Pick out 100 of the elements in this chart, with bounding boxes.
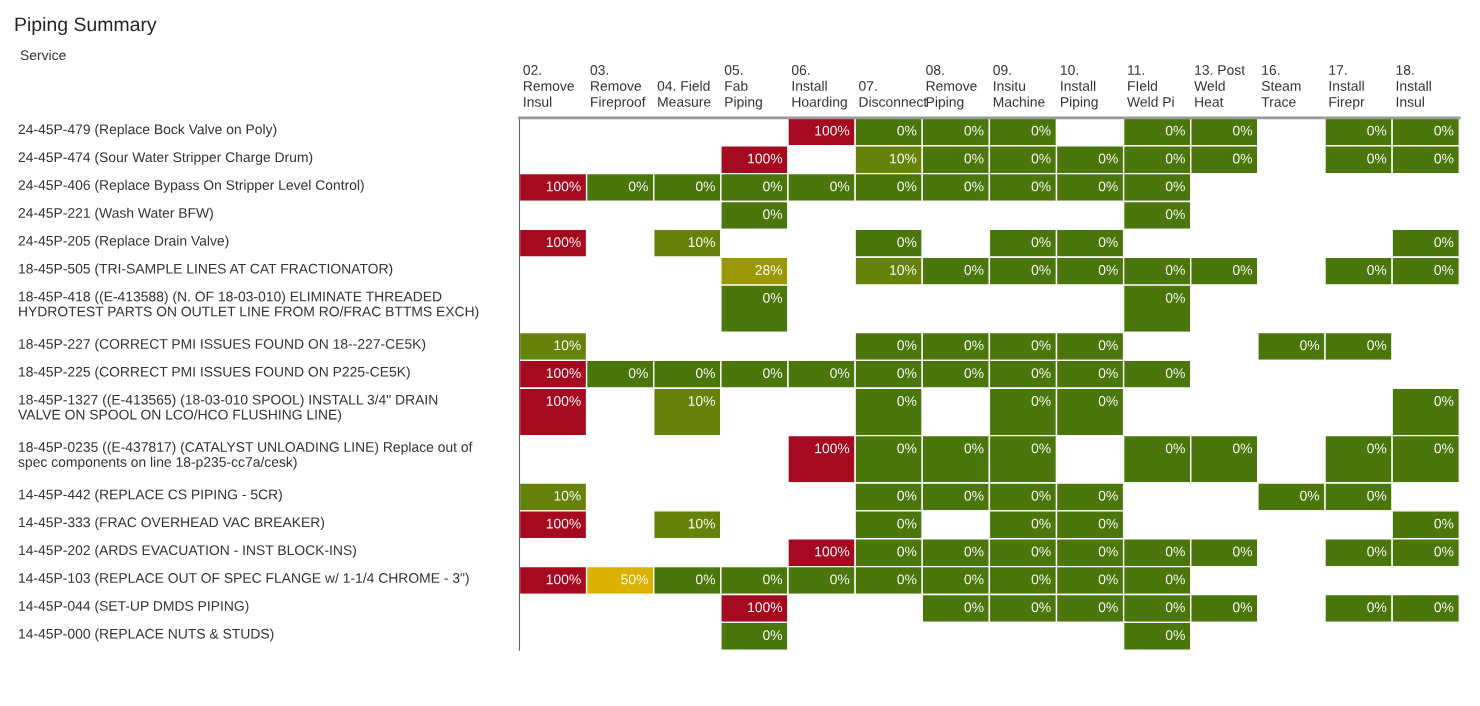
data-label: 0% <box>1165 630 1185 641</box>
data-label: 0% <box>1165 368 1185 379</box>
data-label: 0% <box>763 209 783 220</box>
data-label: 0% <box>1098 602 1118 613</box>
x-tick-label: 18. Install Insul <box>1396 65 1431 107</box>
y-tick-label: 18-45P-0235 ((E-437817) (CATALYST UNLOADING LINE) Replace out of spec components on line 18-p235-cc7a/cesk) <box>18 441 473 470</box>
data-label: 0% <box>897 443 917 454</box>
data-label: 0% <box>1165 265 1185 275</box>
data-label: 0% <box>964 368 984 379</box>
data-label: 0% <box>1098 368 1118 379</box>
data-label: 10% <box>688 518 715 529</box>
data-label: 0% <box>1098 153 1118 164</box>
data-label: 0% <box>964 153 984 164</box>
data-label: 0% <box>1031 153 1051 164</box>
y-tick-label: 24-45P-474 (Sour Water Stripper Charge Drum) <box>18 151 313 165</box>
data-label: 28% <box>755 265 783 275</box>
x-tick-label: 10. Install Piping <box>1060 65 1098 110</box>
data-label: 0% <box>1434 237 1454 248</box>
data-label: 10% <box>890 153 917 164</box>
y-tick-label: 18-45P-227 (CORRECT PMI ISSUES FOUND ON 18--227-CE5K) <box>19 338 426 352</box>
data-label: 0% <box>897 181 917 192</box>
y-tick-label: 14-45P-333 (FRAC OVERHEAD VAC BREAKER) <box>19 517 325 530</box>
data-label: 0% <box>1367 340 1387 351</box>
data-label: 0% <box>1367 490 1387 501</box>
data-label: 50% <box>621 574 648 585</box>
y-tick-label: 24-45P-479 (Replace Bock Valve on Poly) <box>18 124 277 137</box>
data-label: 0% <box>1367 602 1387 613</box>
data-label: 0% <box>1232 125 1253 136</box>
data-label: 100% <box>546 181 581 192</box>
data-label: 0% <box>1232 602 1253 613</box>
data-label: 100% <box>815 546 850 557</box>
data-label: 0% <box>964 490 984 501</box>
data-label: 100% <box>546 518 581 529</box>
data-label: 0% <box>763 181 783 192</box>
data-label: 0% <box>897 125 917 136</box>
y-tick-label: 24-45P-406 (Replace Bypass On Stripper Level Control) <box>18 179 364 193</box>
data-label: 0% <box>763 574 783 585</box>
data-label: 0% <box>1031 518 1051 529</box>
data-label: 0% <box>964 181 984 192</box>
y-tick-label: 14-45P-202 (ARDS EVACUATION - INST BLOCK-INS) <box>19 544 356 558</box>
y-tick-label: 14-45P-103 (REPLACE OUT OF SPEC FLANGE w/ 1-1/4 CHROME - 3") <box>19 572 469 586</box>
data-label: 0% <box>897 237 917 248</box>
x-tick-label: 11. FIeld Weld Pi <box>1127 65 1174 107</box>
data-label: 10% <box>554 490 581 501</box>
data-label: 0% <box>1031 490 1051 501</box>
data-label: 100% <box>815 443 850 454</box>
data-label: 0% <box>964 340 984 351</box>
data-label: 100% <box>546 574 581 585</box>
data-label: 0% <box>1165 125 1185 136</box>
y-axis-title: Service <box>20 49 66 61</box>
data-label: 0% <box>1434 125 1454 136</box>
y-tick-label: 14-45P-000 (REPLACE NUTS & STUDS) <box>19 628 274 642</box>
data-label: 0% <box>1232 546 1253 557</box>
data-label: 0% <box>1165 181 1185 192</box>
data-label: 0% <box>1098 546 1118 557</box>
data-label: 100% <box>546 368 581 379</box>
data-label: 10% <box>890 265 917 275</box>
data-label: 0% <box>1434 443 1454 454</box>
data-label: 0% <box>1434 518 1454 529</box>
data-label: 0% <box>1300 490 1320 501</box>
y-tick-label: 18-45P-418 ((E-413588) (N. OF 18-03-010) ELIMINATE THREADED HYDROTEST PARTS ON OUTLET LINE FROM RO/FRAC BTTMS EXCH) <box>19 291 479 320</box>
data-label: 0% <box>1098 181 1118 192</box>
data-label: 0% <box>1367 546 1387 557</box>
data-label: 10% <box>554 340 581 351</box>
data-label: 0% <box>1165 574 1185 585</box>
data-label: 100% <box>546 237 581 248</box>
data-label: 0% <box>1031 340 1051 351</box>
data-label: 0% <box>1434 153 1454 164</box>
x-tick-label: 06. Install Hoarding <box>791 65 847 110</box>
data-label: 0% <box>1031 237 1051 248</box>
data-label: 0% <box>695 574 715 585</box>
y-tick-label: 14-45P-044 (SET-UP DMDS PIPING) <box>19 600 249 614</box>
data-label: 0% <box>1031 443 1051 454</box>
y-tick-label: 24-45P-221 (Wash Water BFW) <box>18 207 213 221</box>
data-label: 0% <box>1098 518 1118 529</box>
data-label: 0% <box>1031 265 1051 275</box>
data-label: 0% <box>1098 490 1118 501</box>
x-tick-label: 17. Install Firepr <box>1329 65 1365 110</box>
data-label: 0% <box>830 574 850 585</box>
data-label: 0% <box>964 443 984 454</box>
data-label: 0% <box>1031 546 1051 557</box>
data-label: 0% <box>1367 125 1387 136</box>
x-tick-label: 05. Fab Piping <box>724 65 762 110</box>
x-tick-label: 08. Remove Piping <box>926 65 977 110</box>
y-tick-label: 24-45P-205 (Replace Drain Valve) <box>18 235 229 249</box>
data-label: 0% <box>1165 209 1185 220</box>
data-label: 0% <box>1098 396 1118 406</box>
y-tick-label: 18-45P-1327 ((E-413565) (18-03-010 SPOOL) INSTALL 3/4" DRAIN VALVE ON SPOOL ON LCO/HCO FLUSHING LINE) <box>18 394 438 423</box>
data-label: 0% <box>763 292 783 303</box>
data-label: 0% <box>1434 602 1454 613</box>
data-label: 0% <box>1165 546 1185 557</box>
data-label: 0% <box>897 396 917 406</box>
data-label: 0% <box>628 368 648 379</box>
data-label: 0% <box>897 574 917 585</box>
data-label: 0% <box>1367 443 1387 454</box>
x-tick-label: 02. Remove Insul <box>523 65 574 107</box>
data-label: 0% <box>1434 265 1454 275</box>
text: Piping Summary <box>15 16 157 36</box>
data-label: 0% <box>1300 340 1320 351</box>
data-label: 0% <box>1434 396 1454 406</box>
